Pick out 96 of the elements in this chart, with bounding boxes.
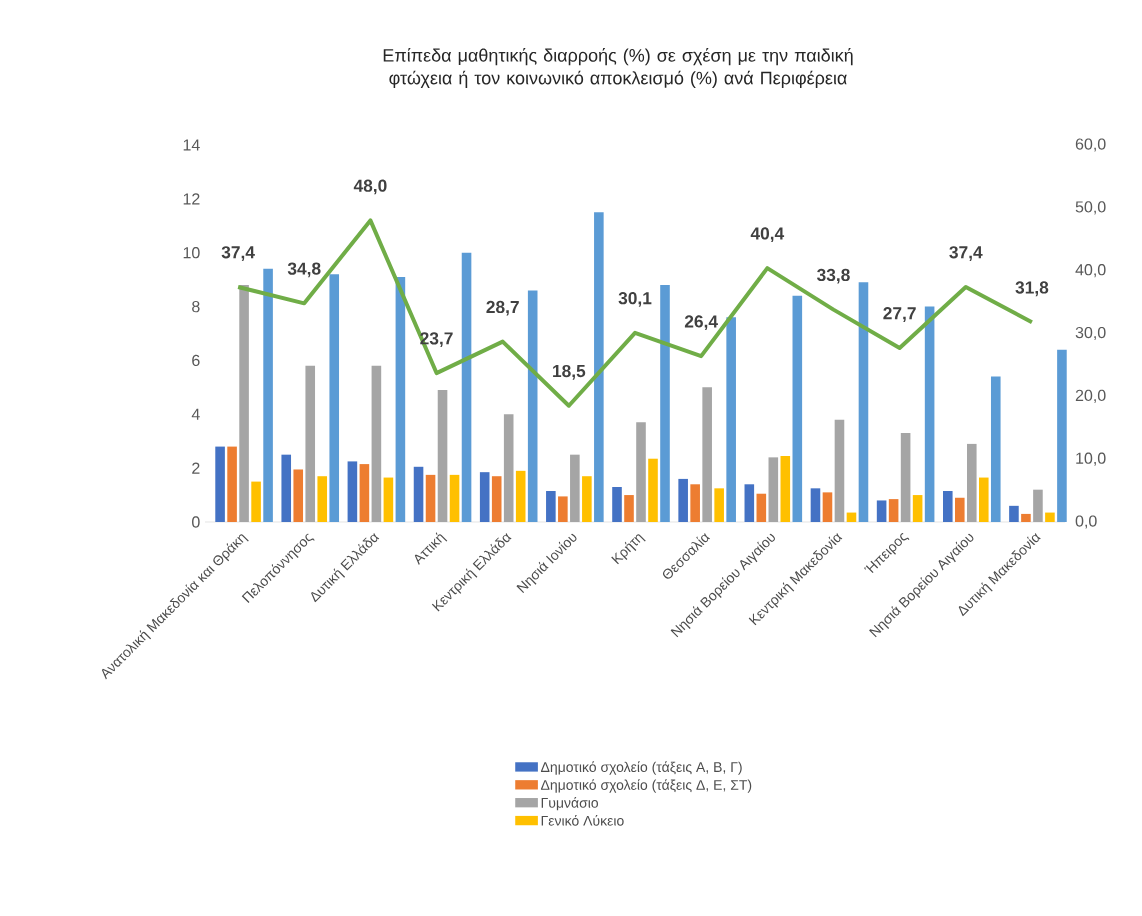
data-label: 33,8 bbox=[817, 268, 850, 284]
bar bbox=[714, 488, 724, 522]
legend-label: Γενικό Λύκειο bbox=[541, 814, 624, 826]
y-tick-label: 6 bbox=[192, 354, 200, 367]
bar bbox=[227, 446, 237, 522]
bar bbox=[648, 458, 658, 522]
bar bbox=[978, 477, 989, 522]
bar bbox=[612, 486, 622, 522]
legend-label: Δημοτικό σχολείο (τάξεις Δ, Ε, ΣΤ) bbox=[540, 779, 752, 793]
y-tick-label: 14 bbox=[183, 139, 200, 151]
bar bbox=[822, 492, 833, 522]
bar bbox=[858, 282, 869, 522]
bar bbox=[924, 306, 935, 522]
bar bbox=[305, 365, 316, 522]
bar bbox=[990, 376, 1001, 522]
bar bbox=[570, 454, 580, 522]
bar bbox=[876, 500, 887, 522]
legend-label: Γυμνάσιο bbox=[541, 797, 599, 811]
bar bbox=[347, 461, 358, 522]
y-tick-label: 2 bbox=[192, 462, 200, 474]
bar bbox=[624, 495, 634, 522]
bar bbox=[371, 365, 382, 522]
y-tick-label: 4 bbox=[191, 408, 200, 420]
bar bbox=[293, 469, 304, 522]
bar bbox=[690, 484, 700, 522]
y2-tick-label: 40,0 bbox=[1075, 264, 1106, 278]
data-label: 37,4 bbox=[221, 246, 255, 261]
bar bbox=[900, 433, 911, 522]
bar bbox=[558, 496, 568, 522]
bar bbox=[834, 419, 845, 522]
data-label: 37,4 bbox=[949, 246, 983, 261]
bar bbox=[503, 414, 514, 522]
bar bbox=[726, 317, 736, 522]
y2-tick-label: 0,0 bbox=[1075, 515, 1097, 529]
data-label: 18,5 bbox=[553, 364, 586, 380]
bar bbox=[678, 478, 688, 522]
data-label: 31,8 bbox=[1015, 281, 1049, 297]
data-label: 34,8 bbox=[287, 262, 321, 278]
bar bbox=[912, 495, 923, 522]
data-label: 40,4 bbox=[750, 227, 785, 243]
data-label: 27,7 bbox=[883, 307, 916, 322]
y-tick-label: 8 bbox=[192, 300, 200, 313]
y2-tick-label: 10,0 bbox=[1076, 452, 1106, 466]
bar bbox=[780, 456, 791, 522]
bar bbox=[425, 474, 436, 522]
y2-tick-label: 50,0 bbox=[1075, 201, 1106, 215]
bar bbox=[395, 276, 406, 522]
y-tick-label: 0 bbox=[192, 516, 200, 528]
bar bbox=[1009, 505, 1019, 522]
y2-tick-label: 20,0 bbox=[1075, 389, 1106, 403]
bar bbox=[413, 466, 424, 522]
y-tick-label: 12 bbox=[183, 193, 200, 205]
legend-label: Δημοτικό σχολείο (τάξεις Α, Β, Γ) bbox=[540, 761, 742, 775]
bar bbox=[768, 457, 779, 522]
data-label: 28,7 bbox=[486, 300, 519, 316]
bar bbox=[1057, 349, 1067, 522]
data-label: 48,0 bbox=[353, 179, 387, 195]
bar bbox=[527, 290, 538, 522]
bar bbox=[329, 274, 340, 522]
bar bbox=[491, 476, 502, 522]
bar bbox=[966, 443, 977, 522]
bar bbox=[744, 484, 755, 522]
bar bbox=[263, 268, 273, 522]
bar bbox=[437, 390, 448, 522]
bar bbox=[515, 470, 526, 522]
bar bbox=[1033, 489, 1043, 522]
bar bbox=[702, 387, 712, 522]
bar bbox=[215, 446, 225, 522]
bar bbox=[239, 285, 249, 522]
bar bbox=[810, 488, 821, 522]
bar bbox=[636, 422, 646, 522]
bar bbox=[383, 477, 394, 522]
bar bbox=[1045, 512, 1055, 522]
y2-tick-label: 60,0 bbox=[1075, 138, 1106, 152]
bar bbox=[546, 491, 556, 522]
bar bbox=[792, 295, 803, 522]
chart-title: Επίπεδα μαθητικής διαρροής (%) σε σχέση με την παιδική φτώχεια ή τον κοινωνικό αποκλεισμό (%) ανά Περιφέρεια bbox=[383, 47, 853, 88]
bar bbox=[359, 464, 370, 522]
data-label: 30,1 bbox=[618, 292, 652, 307]
bar bbox=[479, 472, 490, 522]
bar bbox=[888, 499, 899, 522]
y-tick-label: 10 bbox=[183, 247, 200, 259]
bar bbox=[756, 493, 767, 522]
bar bbox=[942, 491, 953, 522]
bar bbox=[594, 212, 604, 522]
bar bbox=[660, 285, 670, 522]
bar bbox=[582, 476, 592, 522]
bar bbox=[317, 476, 328, 522]
bar bbox=[1021, 513, 1031, 522]
bar bbox=[281, 454, 292, 522]
bar bbox=[954, 497, 965, 522]
bar bbox=[251, 481, 261, 522]
y2-tick-label: 30,0 bbox=[1075, 326, 1106, 341]
data-label: 26,4 bbox=[684, 315, 718, 331]
bar bbox=[449, 474, 460, 522]
bar bbox=[461, 252, 472, 522]
